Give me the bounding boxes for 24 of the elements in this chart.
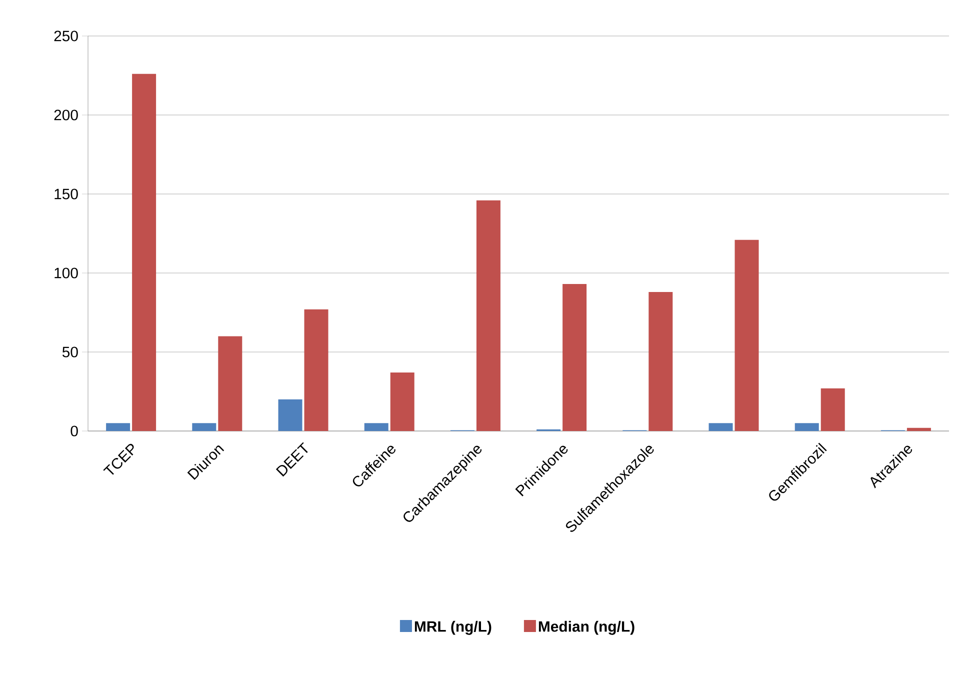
bar	[390, 372, 414, 431]
y-tick-label: 50	[62, 346, 78, 358]
bar	[476, 200, 500, 431]
bar	[132, 74, 156, 431]
bar	[304, 309, 328, 431]
bar	[278, 399, 302, 431]
bar	[708, 423, 733, 431]
bar	[192, 423, 216, 431]
bar	[218, 336, 242, 431]
y-tick-label: 100	[54, 268, 78, 278]
y-tick-label: 150	[54, 188, 78, 200]
legend-label: MRL (ng/L)	[414, 620, 492, 635]
bar	[734, 240, 759, 431]
y-tick-label: 250	[54, 30, 78, 42]
bar	[648, 292, 673, 431]
bar	[364, 423, 388, 431]
bar	[106, 423, 130, 431]
bar	[562, 284, 587, 431]
bar	[794, 423, 819, 431]
y-tick-label: 200	[54, 110, 78, 120]
y-tick-label: 0	[70, 426, 78, 436]
bar	[906, 428, 931, 431]
bar	[820, 388, 845, 431]
legend-label: Median (ng/L)	[538, 620, 634, 635]
